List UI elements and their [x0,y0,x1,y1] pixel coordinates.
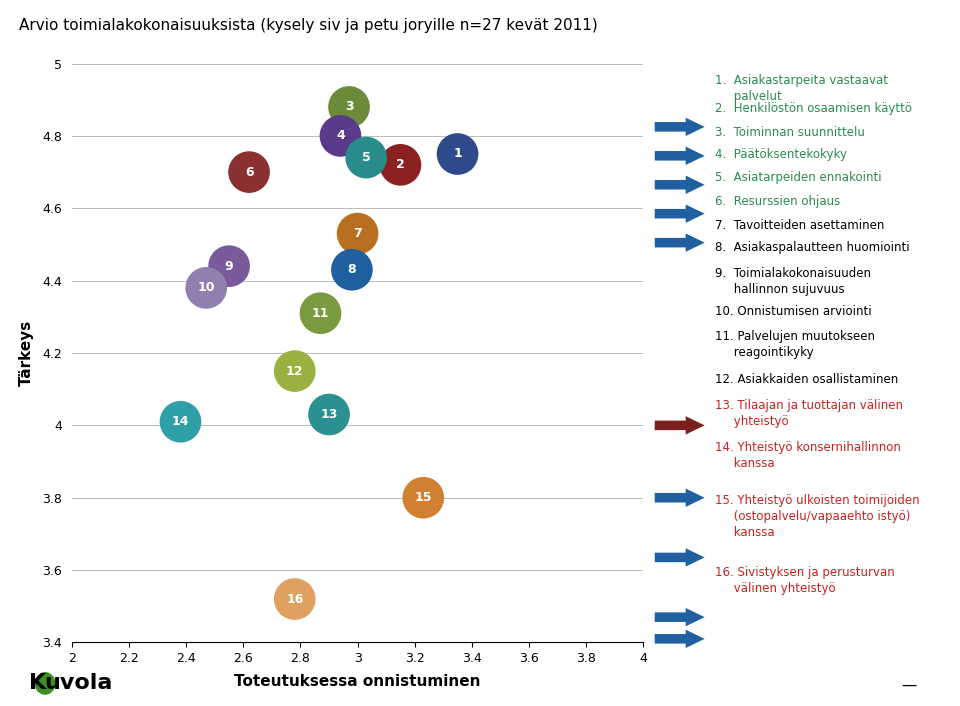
Point [241,167,256,178]
Point [358,152,373,163]
Text: 16. Sivistyksen ja perusturvan
     välinen yhteistyö: 16. Sivistyksen ja perusturvan välinen y… [715,566,895,595]
Text: 2.  Henkilöstön osaamisen käyttö: 2. Henkilöstön osaamisen käyttö [715,102,912,115]
Point [349,228,365,239]
Text: 15: 15 [415,491,432,504]
Text: K: K [29,674,46,693]
Text: 12: 12 [286,364,303,378]
Text: 12. Asiakkaiden osallistaminen: 12. Asiakkaiden osallistaminen [715,373,899,385]
Point [342,102,357,113]
Text: 4: 4 [336,129,345,143]
Text: 13: 13 [321,408,338,421]
Text: 9.  Toimialakokonaisuuden
     hallinnon sujuvuus: 9. Toimialakokonaisuuden hallinnon sujuv… [715,267,872,296]
Text: 1.  Asiakastarpeita vastaavat
     palvelut: 1. Asiakastarpeita vastaavat palvelut [715,74,888,103]
X-axis label: Toteutuksessa onnistuminen: Toteutuksessa onnistuminen [234,674,481,688]
Point [393,160,408,171]
Text: 3.  Toiminnan suunnittelu: 3. Toiminnan suunnittelu [715,126,865,138]
Point [416,492,431,503]
Text: uvola: uvola [44,674,112,693]
Text: 8: 8 [348,263,356,276]
Text: 6.  Resurssien ohjaus: 6. Resurssien ohjaus [715,195,840,208]
Text: 3: 3 [345,100,353,114]
Text: 5: 5 [362,151,371,164]
Text: 2: 2 [396,158,405,172]
Text: 13. Tilaajan ja tuottajan välinen
     yhteistyö: 13. Tilaajan ja tuottajan välinen yhteis… [715,399,903,428]
Text: 10. Onnistumisen arviointi: 10. Onnistumisen arviointi [715,305,872,318]
Text: 4.  Päätöksentekokyky: 4. Päätöksentekokyky [715,148,848,161]
Text: 10: 10 [198,282,215,294]
Text: 14: 14 [172,415,189,429]
Point [287,366,302,377]
Point [345,264,360,275]
Y-axis label: Tärkeys: Tärkeys [19,320,34,386]
Text: 11: 11 [312,306,329,320]
Point [322,409,337,420]
Text: 1: 1 [453,148,462,160]
Text: —: — [901,678,917,693]
Text: 7.  Tavoitteiden asettaminen: 7. Tavoitteiden asettaminen [715,219,884,232]
Point [199,282,214,294]
Circle shape [36,673,55,694]
Point [287,593,302,604]
Text: 14. Yhteistyö konsernihallinnon
     kanssa: 14. Yhteistyö konsernihallinnon kanssa [715,441,901,470]
Text: 5.  Asiatarpeiden ennakointi: 5. Asiatarpeiden ennakointi [715,171,882,184]
Text: 11. Palvelujen muutokseen
     reagointikyky: 11. Palvelujen muutokseen reagointikyky [715,330,876,359]
Point [173,416,188,427]
Text: 16: 16 [286,592,303,606]
Point [333,130,348,141]
Text: 6: 6 [245,166,253,179]
Point [313,308,328,319]
Text: 8.  Asiakaspalautteen huomiointi: 8. Asiakaspalautteen huomiointi [715,241,910,254]
Text: 7: 7 [353,227,362,240]
Text: 9: 9 [225,260,233,273]
Point [450,148,466,160]
Text: 15. Yhteistyö ulkoisten toimijoiden
     (ostopalvelu/vapaaehto istyö)
     kans: 15. Yhteistyö ulkoisten toimijoiden (ost… [715,494,920,539]
Point [222,261,237,272]
Text: Arvio toimialakokonaisuuksista (kysely siv ja petu joryille n=27 kevät 2011): Arvio toimialakokonaisuuksista (kysely s… [19,18,598,32]
